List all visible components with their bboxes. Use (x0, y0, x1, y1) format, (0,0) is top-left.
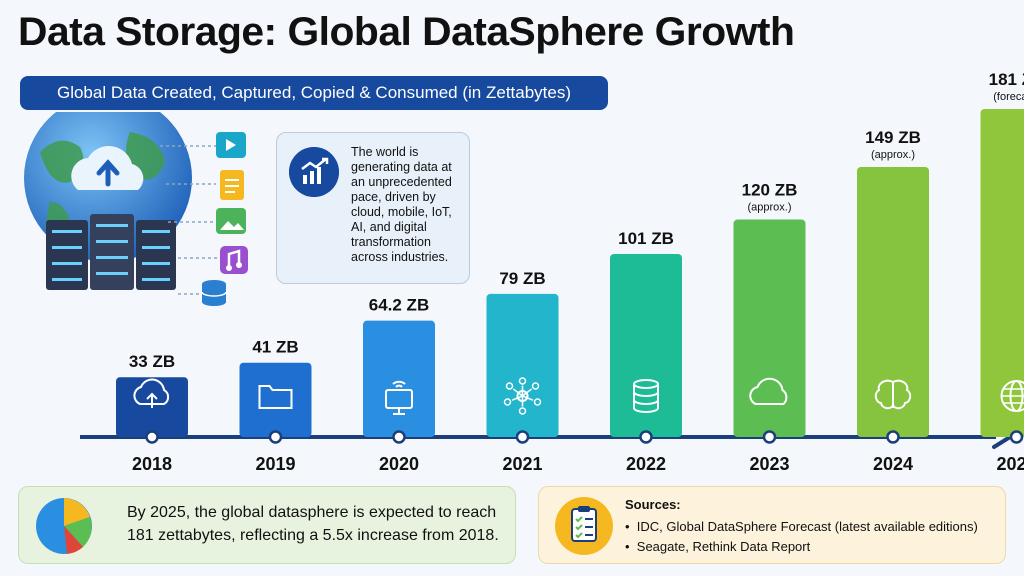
trending-chart-icon (289, 147, 339, 197)
value-note-2025: (forecast) (993, 91, 1024, 103)
bar-2021 (486, 293, 559, 437)
axis-marker (1009, 430, 1024, 444)
axis-marker (762, 430, 777, 444)
value-note-2023: (approx.) (747, 202, 791, 214)
value-label-2021: 79 ZB (499, 269, 545, 288)
value-label-2020: 64.2 ZB (369, 296, 429, 315)
network-icon (503, 377, 542, 415)
datasphere-illustration (24, 112, 248, 306)
bar-2025 (980, 109, 1024, 437)
axis-marker (639, 430, 653, 444)
server-rack-icon (46, 214, 176, 290)
bar-2023 (733, 219, 806, 437)
cloud-upload-icon (71, 146, 144, 190)
axis-marker (392, 430, 406, 444)
bar-2020 (363, 320, 435, 437)
sources-card: Sources: • IDC, Global DataSphere Foreca… (538, 486, 1006, 564)
database-icon (201, 280, 227, 306)
description-text: The world is generating data at an unpre… (351, 145, 452, 264)
bar-2022 (610, 253, 682, 437)
tick-label-2018: 2018 (132, 454, 172, 474)
growth-bar-chart: 33 ZB 2018 41 ZB 2019 64.2 ZB 2020 79 ZB 2021 10… (80, 70, 1024, 474)
description-card: The world is generating data at an unpre… (276, 132, 470, 284)
tick-label-2025: 2025 (996, 454, 1024, 474)
value-label-2019: 41 ZB (252, 338, 298, 357)
axis-marker (145, 430, 159, 444)
source-item: • IDC, Global DataSphere Forecast (lates… (625, 519, 978, 534)
sources-title: Sources: (625, 497, 681, 512)
image-icon (216, 208, 246, 234)
bar-2019 (239, 362, 312, 437)
video-icon (216, 132, 246, 158)
document-icon (220, 170, 244, 200)
page-title: Data Storage: Global DataSphere Growth (18, 10, 795, 54)
cloud-icon (749, 377, 788, 405)
globe-icon (1000, 380, 1024, 412)
brain-icon (874, 379, 912, 410)
pie-chart-icon (36, 498, 92, 554)
summary-card: By 2025, the global datasphere is expect… (18, 486, 516, 564)
axis-marker (515, 430, 530, 444)
value-label-2023: 120 ZB (742, 181, 798, 200)
wifi-monitor-icon (385, 380, 413, 415)
subtitle-banner: Global Data Created, Captured, Copied & … (20, 76, 608, 110)
value-label-2022: 101 ZB (618, 229, 674, 248)
tick-label-2024: 2024 (873, 454, 913, 474)
axis-marker (268, 430, 283, 444)
value-label-2025: 181 ZB (989, 70, 1024, 89)
tick-label-2023: 2023 (749, 454, 789, 474)
summary-text: By 2025, the global datasphere is expect… (127, 504, 499, 544)
folder-icon (258, 385, 293, 409)
music-icon (220, 246, 248, 274)
value-label-2024: 149 ZB (865, 128, 921, 147)
tick-label-2019: 2019 (255, 454, 295, 474)
tick-label-2022: 2022 (626, 454, 666, 474)
clipboard-checklist-icon (555, 497, 613, 555)
axis-marker (886, 430, 900, 444)
tick-label-2020: 2020 (379, 454, 419, 474)
bar-2024 (857, 166, 929, 437)
value-note-2024: (approx.) (871, 149, 915, 161)
source-item: • Seagate, Rethink Data Report (625, 539, 811, 554)
database-icon (633, 379, 659, 413)
cloud-upload-icon (133, 378, 170, 408)
value-label-2018: 33 ZB (129, 352, 175, 371)
tick-label-2021: 2021 (502, 454, 542, 474)
